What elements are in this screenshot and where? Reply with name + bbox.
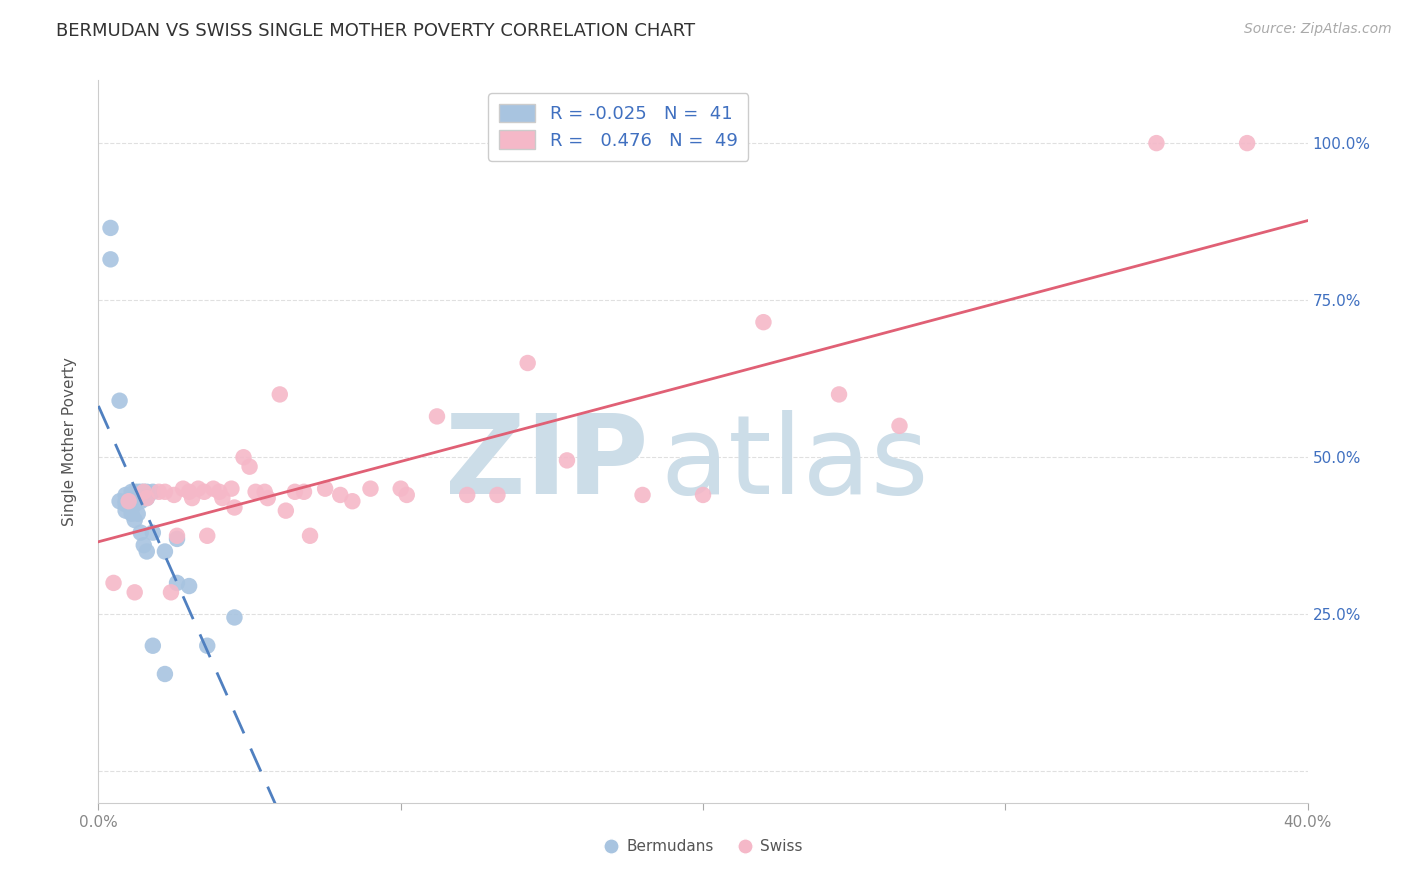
Point	[269, 387, 291, 401]
Point	[124, 488, 146, 502]
Point	[124, 484, 146, 499]
Point	[124, 585, 146, 599]
Point	[129, 484, 152, 499]
Point	[124, 513, 146, 527]
Point	[129, 491, 152, 505]
Point	[395, 488, 418, 502]
Point	[232, 450, 254, 465]
Point	[142, 484, 165, 499]
Point	[245, 484, 267, 499]
Point	[274, 503, 297, 517]
Point	[292, 484, 315, 499]
Point	[555, 453, 578, 467]
Text: BERMUDAN VS SWISS SINGLE MOTHER POVERTY CORRELATION CHART: BERMUDAN VS SWISS SINGLE MOTHER POVERTY …	[56, 22, 696, 40]
Point	[239, 459, 262, 474]
Point	[148, 484, 170, 499]
Point	[195, 639, 218, 653]
Point	[195, 529, 218, 543]
Point	[132, 491, 155, 505]
Point	[360, 482, 382, 496]
Point	[160, 585, 183, 599]
Point	[121, 507, 143, 521]
Point	[103, 575, 125, 590]
Point	[114, 494, 136, 508]
Point	[153, 544, 176, 558]
Point	[166, 532, 188, 546]
Point	[135, 491, 157, 505]
Point	[172, 482, 194, 496]
Point	[224, 610, 246, 624]
Point	[828, 387, 851, 401]
Point	[132, 484, 155, 499]
Point	[1236, 136, 1258, 150]
Point	[135, 491, 157, 505]
Point	[153, 484, 176, 499]
Point	[166, 575, 188, 590]
Point	[456, 488, 478, 502]
Point	[127, 491, 149, 505]
Point	[135, 484, 157, 499]
Point	[108, 494, 131, 508]
Point	[342, 494, 364, 508]
Point	[1144, 136, 1167, 150]
Point	[127, 484, 149, 499]
Legend: Bermudans, Swiss: Bermudans, Swiss	[598, 833, 808, 860]
Point	[166, 529, 188, 543]
Point	[124, 497, 146, 511]
Point	[114, 488, 136, 502]
Point	[121, 491, 143, 505]
Point	[108, 393, 131, 408]
Point	[118, 494, 141, 508]
Point	[202, 482, 225, 496]
Text: ZIP: ZIP	[446, 409, 648, 516]
Point	[486, 488, 509, 502]
Point	[142, 639, 165, 653]
Point	[153, 667, 176, 681]
Point	[127, 488, 149, 502]
Point	[114, 503, 136, 517]
Point	[329, 488, 352, 502]
Point	[221, 482, 243, 496]
Point	[299, 529, 322, 543]
Point	[100, 221, 122, 235]
Point	[142, 525, 165, 540]
Point	[208, 484, 231, 499]
Point	[211, 491, 233, 505]
Point	[631, 488, 654, 502]
Text: atlas: atlas	[661, 409, 929, 516]
Point	[752, 315, 775, 329]
Point	[135, 544, 157, 558]
Point	[389, 482, 412, 496]
Point	[692, 488, 714, 502]
Point	[127, 507, 149, 521]
Point	[114, 497, 136, 511]
Point	[193, 484, 215, 499]
Point	[314, 482, 336, 496]
Point	[121, 497, 143, 511]
Point	[100, 252, 122, 267]
Y-axis label: Single Mother Poverty: Single Mother Poverty	[62, 357, 77, 526]
Point	[516, 356, 538, 370]
Point	[129, 525, 152, 540]
Point	[121, 484, 143, 499]
Point	[179, 484, 201, 499]
Point	[124, 494, 146, 508]
Point	[256, 491, 278, 505]
Point	[253, 484, 276, 499]
Point	[187, 482, 209, 496]
Point	[181, 491, 204, 505]
Text: Source: ZipAtlas.com: Source: ZipAtlas.com	[1244, 22, 1392, 37]
Point	[132, 484, 155, 499]
Point	[132, 538, 155, 552]
Point	[284, 484, 307, 499]
Point	[163, 488, 186, 502]
Point	[224, 500, 246, 515]
Point	[179, 579, 201, 593]
Point	[129, 494, 152, 508]
Point	[889, 418, 911, 433]
Point	[426, 409, 449, 424]
